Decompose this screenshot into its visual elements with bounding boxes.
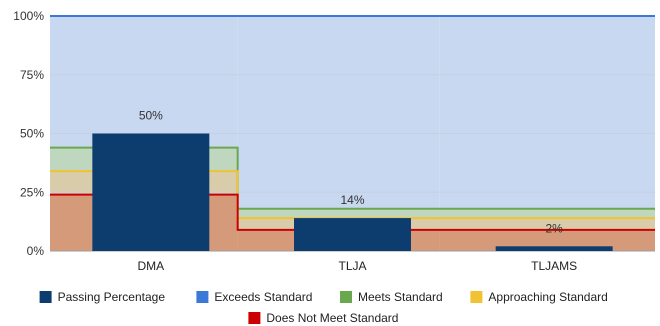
legend: Passing Percentage Exceeds Standard Meets … (39, 290, 608, 325)
x-category-label-tlja: TLJA (338, 259, 366, 273)
legend-swatch-does-not-meet-standard (248, 312, 261, 324)
legend-label-meets-standard[interactable]: Meets Standard (358, 290, 443, 304)
data-label-tljams: 2% (545, 221, 563, 235)
bar-tlja[interactable] (294, 218, 411, 251)
y-tick-label-75: 75% (20, 68, 44, 82)
y-tick-label-0: 0% (27, 244, 45, 258)
y-tick-label-50: 50% (20, 127, 44, 141)
legend-label-exceeds-standard[interactable]: Exceeds Standard (214, 290, 312, 304)
band-does-not-meet-standard-tljams (439, 229, 655, 251)
y-axis-tick-labels: 0% 25% 50% 75% 100% (13, 9, 44, 258)
y-tick-label-100: 100% (13, 9, 44, 23)
legend-swatch-meets-standard (340, 291, 352, 303)
legend-swatch-exceeds-standard (196, 291, 209, 303)
data-labels: 50% 14% 2% (139, 109, 563, 236)
bar-dma[interactable] (92, 133, 210, 252)
y-tick-label-25: 25% (20, 185, 44, 199)
x-category-label-dma: DMA (137, 259, 164, 273)
legend-swatch-approaching-standard (470, 291, 483, 303)
legend-swatch-passing-percentage (39, 291, 52, 303)
data-label-dma: 50% (139, 109, 163, 123)
legend-label-passing-percentage[interactable]: Passing Percentage (58, 290, 166, 304)
x-axis-category-labels: DMA TLJA TLJAMS (137, 259, 577, 273)
bar-tljams[interactable] (495, 246, 613, 251)
data-label-tlja: 14% (340, 193, 364, 207)
legend-label-approaching-standard[interactable]: Approaching Standard (488, 290, 607, 304)
bars (92, 133, 613, 252)
x-category-label-tljams: TLJAMS (531, 259, 577, 273)
legend-label-does-not-meet-standard[interactable]: Does Not Meet Standard (266, 311, 398, 325)
